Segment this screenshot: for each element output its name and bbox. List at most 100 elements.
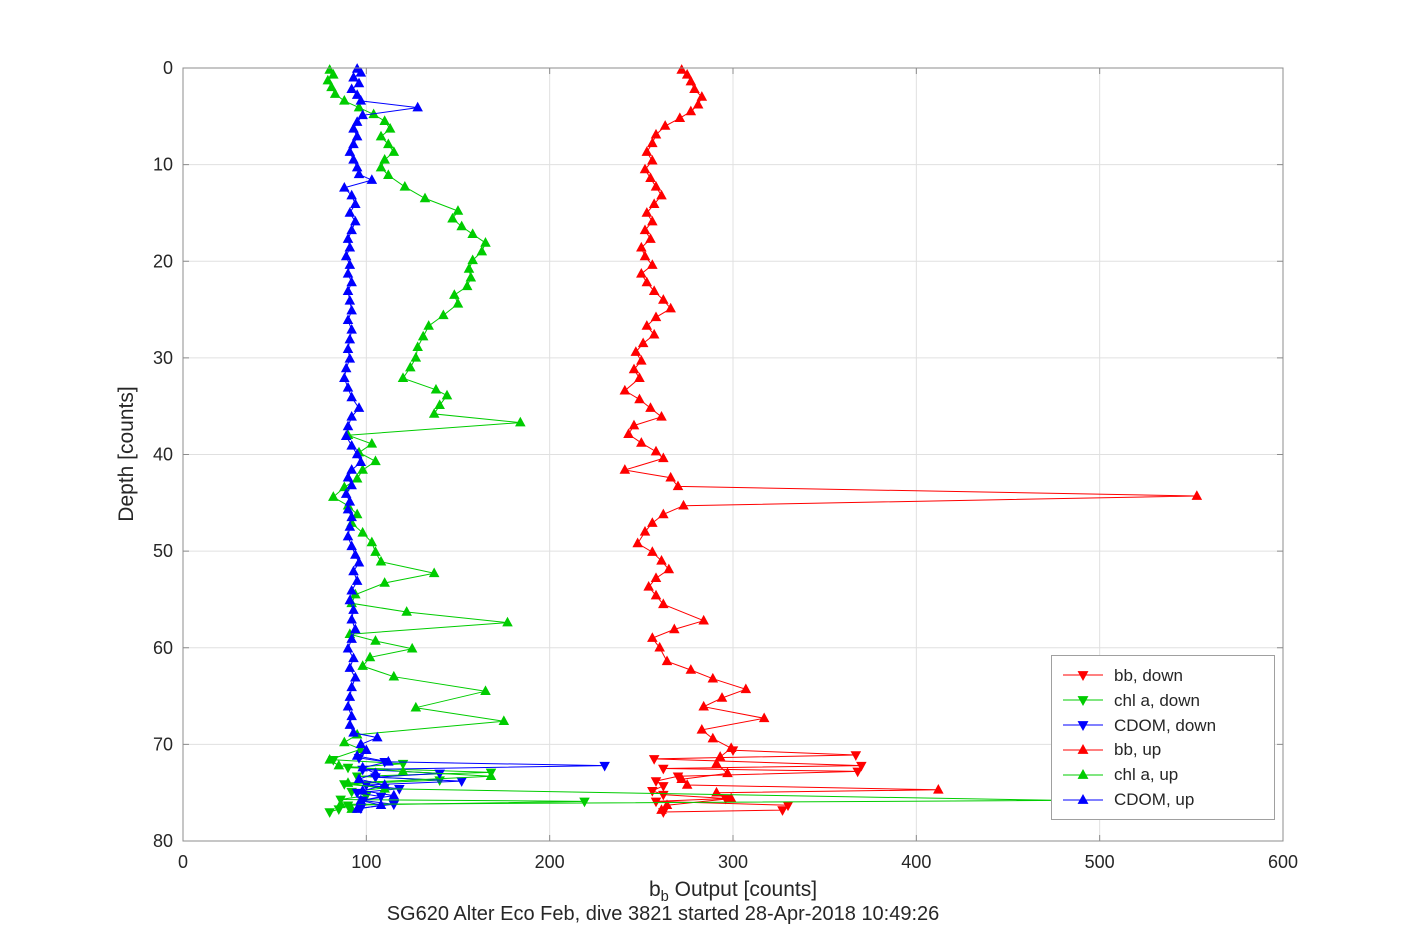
triangle-up-marker-icon [350,623,361,634]
triangle-up-marker-icon [419,192,431,203]
triangle-up-marker-icon [342,530,354,541]
triangle-up-marker-icon [639,250,651,261]
triangle-up-marker-icon [348,153,359,164]
triangle-up-marker-icon [388,789,400,800]
triangle-up-marker-icon [344,594,356,605]
triangle-up-marker-icon [758,712,770,723]
triangle-up-marker-icon [346,304,357,315]
triangle-up-marker-icon [344,241,356,252]
triangle-up-marker-icon [379,577,390,587]
triangle-up-marker-icon [650,572,662,582]
x-tick-label: 200 [535,852,565,872]
triangle-up-marker-icon [342,267,354,278]
triangle-up-marker-icon [364,651,376,662]
legend-label: CDOM, down [1114,715,1217,735]
triangle-up-marker-icon [383,138,394,149]
triangle-up-marker-icon [344,719,356,729]
triangle-up-marker-icon [351,161,363,172]
legend: bb, down chl a, down CDOM, down bb, up chl a… [1051,655,1275,820]
triangle-up-marker-icon [658,452,669,463]
triangle-down-marker-icon [856,761,867,772]
y-tick-label: 0 [163,58,173,78]
triangle-up-marker-icon [452,205,464,215]
triangle-up-marker-icon [339,736,350,747]
triangle-up-marker-icon [412,101,423,112]
x-tick-label: 500 [1085,852,1115,872]
triangle-up-marker-icon [452,297,464,308]
triangle-up-marker-icon [375,161,387,172]
triangle-up-marker-icon [355,794,367,805]
triangle-down-marker-icon [456,777,467,787]
triangle-up-marker-icon [353,773,365,783]
triangle-up-marker-icon [383,755,394,766]
triangle-up-marker-icon [353,556,365,567]
triangle-up-marker-icon [355,95,367,105]
legend-sample [1063,721,1103,732]
triangle-up-marker-icon [344,259,356,269]
triangle-up-marker-icon [388,670,400,681]
triangle-up-marker-icon [346,83,357,94]
triangle-up-marker-icon [397,765,409,776]
triangle-up-marker-icon [344,662,356,672]
triangle-down-marker-icon [342,763,354,774]
triangle-up-marker-icon [647,137,658,148]
triangle-up-marker-icon [641,207,653,217]
triangle-up-marker-icon [630,346,642,356]
triangle-up-marker-icon [658,598,669,609]
triangle-up-marker-icon [645,233,656,243]
triangle-up-marker-icon [344,333,356,344]
triangle-up-marker-icon [428,408,440,418]
triangle-up-marker-icon [645,402,656,412]
triangle-up-marker-icon [476,245,488,256]
triangle-up-marker-icon [707,732,719,743]
triangle-up-marker-icon [342,381,354,392]
y-tick-label: 50 [153,541,173,561]
series-line [327,69,1064,810]
triangle-up-marker-icon [681,779,693,789]
x-axis-label-sub: b [660,889,669,906]
triangle-up-marker-icon [650,589,662,600]
triangle-up-marker-icon [388,146,400,156]
triangle-up-marker-icon [659,120,671,130]
triangle-up-marker-icon [339,181,350,192]
triangle-up-marker-icon [346,464,357,474]
x-axis-label: bb Output [counts] [649,878,817,905]
triangle-down-marker-icon [650,777,662,787]
triangle-up-marker-icon [344,521,356,531]
legend-label: chl a, down [1114,690,1200,710]
triangle-up-marker-icon [383,169,394,180]
triangle-up-marker-icon [346,681,357,692]
triangle-up-marker-icon [348,565,359,576]
triangle-down-marker-icon [599,761,610,772]
triangle-up-marker-icon [647,215,658,226]
triangle-up-marker-icon [485,770,497,781]
triangle-up-marker-icon [438,309,449,320]
triangle-up-marker-icon [379,779,390,789]
triangle-up-marker-icon [650,445,662,456]
triangle-up-marker-icon [355,738,367,749]
triangle-up-marker-icon [399,181,411,191]
triangle-up-marker-icon [357,109,368,120]
triangle-up-marker-icon [357,784,368,795]
triangle-up-marker-icon [639,163,651,174]
legend-sample [1063,696,1103,707]
x-tick-label: 300 [718,852,748,872]
triangle-up-marker-icon [672,480,684,491]
legend-sample [1063,768,1103,779]
triangle-up-marker-icon [342,285,354,296]
triangle-up-marker-icon [696,724,708,734]
triangle-up-marker-icon [663,563,675,574]
triangle-up-marker-icon [465,271,477,282]
x-tick-label: 0 [178,852,188,872]
triangle-up-marker-icon [344,691,356,701]
triangle-up-marker-icon [423,320,434,330]
triangle-up-marker-icon [643,581,654,591]
triangle-up-marker-icon [480,237,491,247]
series-cdom-up [339,63,423,813]
triangle-up-marker-icon [740,683,752,694]
triangle-up-marker-icon [698,614,709,625]
triangle-up-marker-icon [467,228,478,238]
triangle-up-marker-icon [933,783,944,794]
triangle-up-marker-icon [647,632,658,642]
series-bb-up [619,64,1203,814]
